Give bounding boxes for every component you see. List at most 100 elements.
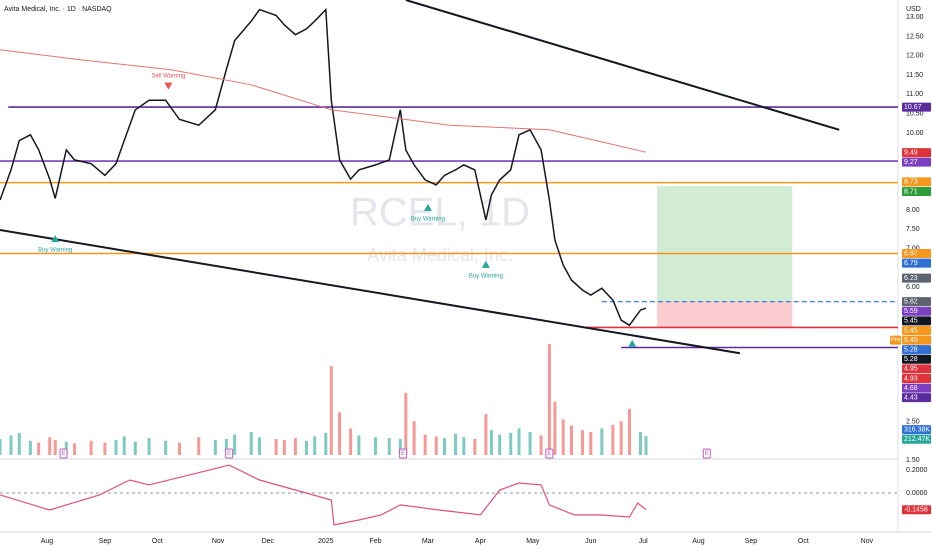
x-tick-label: Jun	[585, 538, 596, 545]
volume-bar	[103, 442, 107, 455]
tag-box	[902, 335, 931, 345]
signal-label: Sell Warning	[152, 73, 186, 79]
tag-label: 5.28	[904, 347, 918, 354]
tag-label: 6.23	[904, 275, 918, 282]
tag-box	[902, 383, 931, 393]
price-line	[0, 7, 647, 327]
volume-bar	[37, 442, 41, 455]
signal-marker	[164, 82, 173, 90]
earnings-box	[702, 448, 711, 459]
y-tick-label: 13.00	[906, 14, 924, 21]
tag-label: 4.68	[904, 385, 918, 392]
tag-box	[902, 373, 931, 383]
x-tick-label: Aug	[41, 538, 54, 545]
price-tag: 9.27	[902, 157, 931, 167]
x-tick-label: Aug	[692, 538, 705, 545]
signal-label: Buy Warning	[411, 216, 445, 222]
price-tag: 4.95	[902, 364, 931, 374]
volume-bar	[387, 438, 391, 455]
tag-label: 4.95	[904, 366, 918, 373]
y-tick-label: 7.00	[906, 245, 920, 252]
price-tag: 8.71	[902, 186, 931, 196]
price-tag: 4.43	[902, 393, 931, 403]
tag-label: 6.87	[904, 250, 918, 257]
y-tick-label: 11.00	[906, 91, 923, 98]
watermark: RCEL, 1D	[350, 191, 530, 235]
y-tick-label: 1.50	[906, 457, 920, 464]
trend-line	[0, 229, 741, 355]
volume-bar	[611, 424, 615, 455]
volume-bar	[398, 439, 402, 455]
volume-bar	[454, 433, 458, 455]
volume-bar	[442, 438, 446, 455]
tag-box	[902, 364, 931, 374]
volume-bar	[619, 421, 623, 455]
tag-box	[902, 434, 931, 444]
price-tag: 6.79	[902, 258, 931, 268]
y-tick-label: 12.00	[906, 53, 924, 60]
tag-box	[902, 157, 931, 167]
earnings-label: E	[401, 451, 405, 457]
price-tag: 5.59	[902, 306, 931, 316]
y-tick-label: 2.50	[906, 419, 920, 426]
volume-bar	[462, 437, 466, 455]
earnings-label: E	[705, 451, 709, 457]
volume-bar	[509, 432, 513, 455]
tag-box	[902, 258, 931, 268]
volume-bar	[0, 439, 2, 455]
volume-bar	[17, 432, 21, 455]
signal-marker	[423, 203, 432, 211]
volume-bar	[324, 432, 328, 455]
y-tick-label: 6.00	[906, 284, 920, 291]
volume-bar	[498, 434, 502, 455]
tag-box	[902, 316, 931, 326]
volume-bar	[304, 440, 308, 455]
y-tick-label: 10.00	[906, 130, 924, 137]
volume-bar	[274, 439, 278, 455]
tag-label: 212.47K	[904, 436, 930, 443]
volume-bar	[338, 412, 342, 455]
volume-bar	[412, 421, 416, 455]
volume-bar	[581, 430, 585, 455]
volume-bar	[329, 366, 333, 455]
tag-label: 4.93	[904, 375, 918, 382]
volume-bar	[553, 401, 557, 455]
tag-box	[902, 186, 931, 196]
tag-box	[902, 345, 931, 355]
price-tag: 6.23	[902, 273, 931, 283]
chart-title: Avita Medical, Inc. · 1D · NASDAQ	[4, 6, 112, 13]
tag-label: 5.45	[904, 318, 918, 325]
volume-bar	[528, 431, 532, 455]
x-tick-label: Dec	[262, 538, 275, 545]
x-tick-label: Sep	[99, 538, 112, 545]
volume-bar	[561, 419, 565, 455]
price-tag: -0.1458	[902, 505, 931, 515]
volume-bar	[64, 441, 68, 455]
tag-label: 9.49	[904, 149, 918, 156]
price-tag: 5.28	[902, 354, 931, 364]
volume-bar	[9, 435, 13, 455]
volume-bar	[164, 440, 168, 455]
volume-bar	[249, 431, 253, 455]
volume-bar	[133, 441, 137, 455]
tag-box	[902, 249, 931, 259]
tag-box	[902, 297, 931, 307]
tag-box	[902, 148, 931, 158]
volume-bar	[177, 442, 181, 455]
price-tag: 9.49	[902, 148, 931, 158]
y-tick-label: 12.50	[906, 33, 924, 40]
volume-bar	[349, 428, 353, 455]
currency: USD	[906, 6, 921, 13]
x-tick-label: Jul	[639, 538, 648, 545]
volume-bar	[434, 436, 438, 455]
earnings-label: E	[61, 451, 65, 457]
volume-bar	[122, 436, 126, 455]
tag-box	[902, 393, 931, 403]
target-zone	[657, 186, 793, 302]
price-line	[0, 464, 647, 526]
price-tag: 6.87	[902, 249, 931, 259]
stop-zone	[657, 301, 793, 328]
x-tick-label: Sep	[745, 538, 758, 545]
earnings-label: E	[227, 451, 231, 457]
